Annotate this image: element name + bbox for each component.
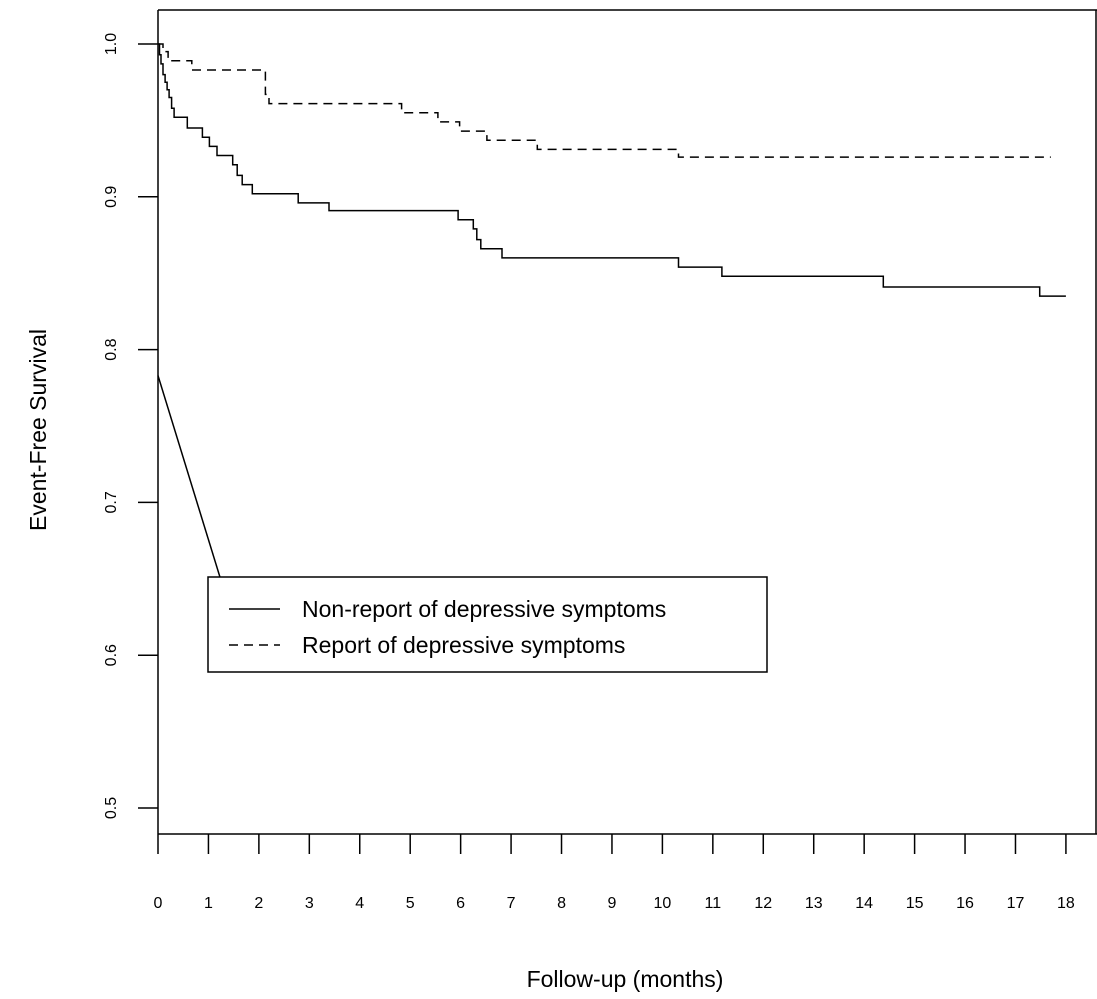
x-tick-label: 1 bbox=[204, 895, 213, 912]
y-tick-label: 0.5 bbox=[103, 797, 120, 819]
plot-area bbox=[157, 9, 1097, 835]
x-tick-label: 12 bbox=[754, 895, 772, 912]
x-tick-label: 14 bbox=[855, 895, 873, 912]
x-tick-label: 3 bbox=[305, 895, 314, 912]
y-tick-label: 0.8 bbox=[103, 338, 120, 360]
y-tick-label: 0.6 bbox=[103, 644, 120, 666]
legend: Non-report of depressive symptoms Report… bbox=[207, 576, 768, 673]
series-line-report bbox=[158, 43, 1051, 158]
x-tick-label: 18 bbox=[1057, 895, 1075, 912]
x-tick-label: 8 bbox=[557, 895, 566, 912]
legend-label-non-report: Non-report of depressive symptoms bbox=[302, 596, 666, 622]
y-tick-label: 0.9 bbox=[103, 186, 120, 208]
x-tick-label: 2 bbox=[254, 895, 263, 912]
legend-box bbox=[207, 576, 768, 673]
x-tick-label: 15 bbox=[906, 895, 924, 912]
x-tick-label: 17 bbox=[1007, 895, 1025, 912]
series-line-non-report bbox=[158, 43, 1066, 297]
x-tick-label: 9 bbox=[608, 895, 617, 912]
x-tick-label: 7 bbox=[507, 895, 516, 912]
series-lines bbox=[158, 43, 1066, 297]
x-tick-label: 11 bbox=[705, 895, 722, 912]
y-tick-label: 0.7 bbox=[103, 491, 120, 513]
x-tick-label: 4 bbox=[355, 895, 364, 912]
legend-label-report: Report of depressive symptoms bbox=[302, 632, 625, 658]
x-tick-label: 16 bbox=[956, 895, 974, 912]
x-tick-label: 13 bbox=[805, 895, 823, 912]
x-axis: 0 1 2 3 4 5 6 7 8 9 10 11 12 13 14 15 16 17 18 bbox=[154, 834, 1075, 912]
x-tick-label: 5 bbox=[406, 895, 415, 912]
y-tick-label: 1.0 bbox=[103, 33, 120, 55]
y-axis-label: Event-Free Survival bbox=[25, 329, 51, 531]
x-axis-label: Follow-up (months) bbox=[527, 966, 724, 992]
y-axis: 0.5 0.6 0.7 0.8 0.9 1.0 bbox=[103, 33, 158, 819]
x-tick-label: 6 bbox=[456, 895, 465, 912]
x-tick-label: 0 bbox=[154, 895, 163, 912]
x-tick-label: 10 bbox=[654, 895, 672, 912]
